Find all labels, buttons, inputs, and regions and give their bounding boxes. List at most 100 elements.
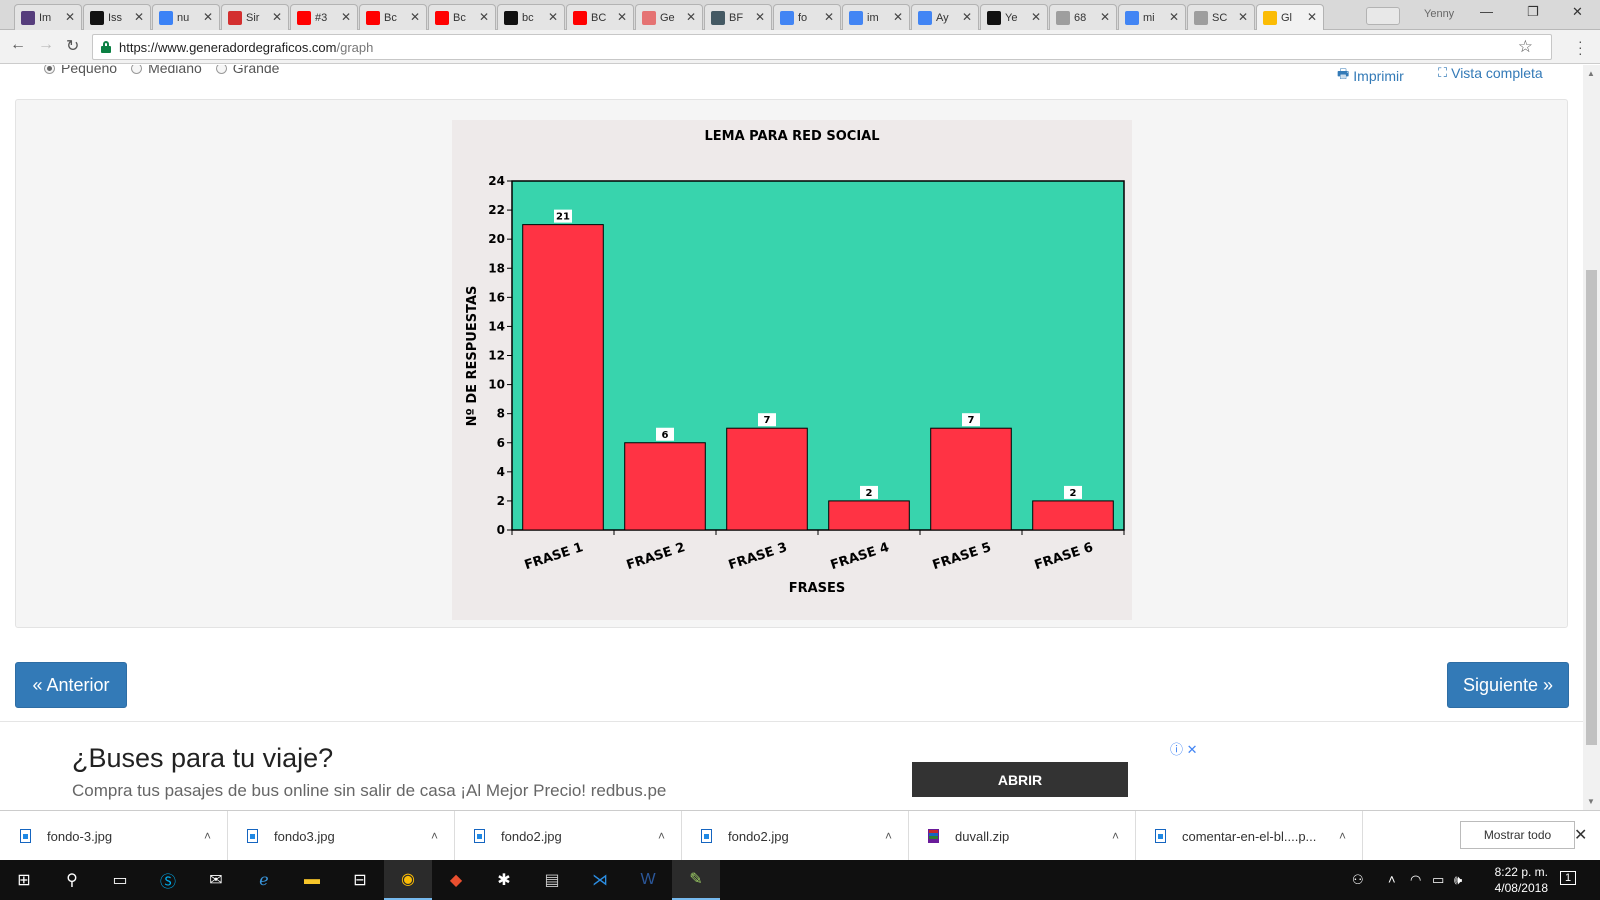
download-options-chevron-icon[interactable]: ˄ [1111,829,1119,843]
tab-close-icon[interactable]: ✕ [892,10,903,24]
download-item[interactable]: fondo-3.jpg ˄ [0,811,228,861]
page-scrollbar[interactable]: ▲ ▼ [1583,65,1600,810]
download-item[interactable]: comentar-en-el-bl....p... ˄ [1135,811,1363,861]
ad-title[interactable]: ¿Buses para tu viaje? [72,743,334,773]
url-text[interactable]: https://www.generadordegraficos.com/grap… [119,40,373,55]
tab-close-icon[interactable]: ✕ [961,10,972,24]
download-item[interactable]: duvall.zip ˄ [908,811,1136,861]
people-icon[interactable]: ⚇ [1352,872,1364,887]
browser-tab[interactable]: #3 ✕ [290,4,358,30]
scroll-up-icon[interactable]: ▲ [1587,69,1595,78]
radio-selected-icon[interactable] [44,65,55,74]
browser-tab[interactable]: Ye ✕ [980,4,1048,30]
next-button[interactable]: Siguiente » [1447,662,1569,708]
tab-close-icon[interactable]: ✕ [823,10,834,24]
volume-icon[interactable]: 🕪 [1454,872,1463,887]
ad-banner[interactable]: ¿Buses para tu viaje? Compra tus pasajes… [45,737,1200,810]
download-options-chevron-icon[interactable]: ˄ [1338,829,1346,843]
search-icon[interactable]: ⚲ [66,872,78,889]
show-all-downloads-button[interactable]: Mostrar todo [1460,821,1575,849]
download-item[interactable]: fondo2.jpg ˄ [454,811,682,861]
previous-button[interactable]: « Anterior [15,662,127,708]
size-option-small[interactable]: Pequeño [44,65,117,76]
paint-icon[interactable]: ✎ [672,860,720,900]
word-icon[interactable]: W [640,871,656,888]
task-view-icon[interactable]: ▭ [112,872,128,889]
browser-tab[interactable]: Gl ✕ [1256,4,1324,31]
tab-close-icon[interactable]: ✕ [1168,10,1179,24]
minimize-icon[interactable]: — [1480,4,1493,19]
browser-tab[interactable]: Iss ✕ [83,4,151,30]
browser-tab[interactable]: bc ✕ [497,4,565,30]
browser-tab[interactable]: mi ✕ [1118,4,1186,30]
tab-close-icon[interactable]: ✕ [409,10,420,24]
git-icon[interactable]: ◆ [449,872,463,889]
close-downloads-icon[interactable]: ✕ [1574,827,1588,844]
radio-icon[interactable] [131,65,143,74]
tab-close-icon[interactable]: ✕ [685,10,696,24]
ad-choices[interactable]: ⓘ ✕ [1170,739,1198,758]
forward-icon[interactable]: → [38,36,54,53]
tab-close-icon[interactable]: ✕ [754,10,765,24]
slack-icon[interactable]: ✱ [497,872,511,889]
browser-tab[interactable]: BF ✕ [704,4,772,30]
tray-chevron-icon[interactable]: ˄ [1388,872,1396,887]
ad-close-icon[interactable]: ✕ [1186,742,1198,757]
download-options-chevron-icon[interactable]: ˄ [203,829,211,843]
browser-tab[interactable]: Bc ✕ [428,4,496,30]
tab-close-icon[interactable]: ✕ [340,10,351,24]
ad-subtitle[interactable]: Compra tus pasajes de bus online sin sal… [72,781,667,800]
skype-icon[interactable]: Ⓢ [159,874,176,891]
store-icon[interactable]: ⊟ [353,872,367,889]
browser-tab[interactable]: Sir ✕ [221,4,289,30]
tab-close-icon[interactable]: ✕ [271,10,282,24]
tab-close-icon[interactable]: ✕ [1306,10,1317,24]
tab-close-icon[interactable]: ✕ [547,10,558,24]
size-option-large[interactable]: Grande [215,65,279,76]
new-tab-button[interactable] [1366,7,1400,25]
browser-tab[interactable]: Ay ✕ [911,4,979,30]
size-option-medium[interactable]: Mediano [131,65,202,76]
tab-close-icon[interactable]: ✕ [1237,10,1248,24]
chrome-icon[interactable]: ◉ [384,860,432,900]
close-window-icon[interactable]: ✕ [1572,4,1583,19]
tab-close-icon[interactable]: ✕ [1099,10,1110,24]
tab-close-icon[interactable]: ✕ [478,10,489,24]
download-options-chevron-icon[interactable]: ˄ [657,829,665,843]
reload-icon[interactable]: ↻ [66,38,80,55]
download-options-chevron-icon[interactable]: ˄ [430,829,438,843]
tab-close-icon[interactable]: ✕ [1030,10,1041,24]
windows-start-icon[interactable]: ⊞ [17,872,31,889]
address-bar[interactable]: https://www.generadordegraficos.com/grap… [92,34,1552,60]
scroll-down-icon[interactable]: ▼ [1587,797,1595,806]
download-item[interactable]: fondo3.jpg ˄ [227,811,455,861]
edge-icon[interactable]: ℯ [259,872,269,889]
ad-info-icon[interactable]: ⓘ [1170,742,1184,757]
terminal-icon[interactable]: ▤ [544,872,560,889]
restore-icon[interactable]: ❐ [1527,4,1539,19]
browser-tab[interactable]: Im ✕ [14,4,82,30]
battery-icon[interactable]: ▭ [1432,872,1445,887]
download-item[interactable]: fondo2.jpg ˄ [681,811,909,861]
profile-name[interactable]: Yenny [1424,8,1455,20]
tab-close-icon[interactable]: ✕ [133,10,144,24]
bookmark-star-icon[interactable]: ☆ [1517,37,1533,56]
system-clock[interactable]: 8:22 p. m. 4/08/2018 [1478,864,1548,896]
browser-menu-icon[interactable]: · · · [1578,33,1583,61]
ad-open-button[interactable]: ABRIR [912,762,1128,797]
browser-tab[interactable]: im ✕ [842,4,910,30]
tab-close-icon[interactable]: ✕ [64,10,75,24]
browser-tab[interactable]: Bc ✕ [359,4,427,30]
file-explorer-icon[interactable]: ▬ [304,871,320,888]
browser-tab[interactable]: fo ✕ [773,4,841,30]
notifications-icon[interactable]: 1 [1560,871,1577,885]
back-icon[interactable]: ← [10,36,26,53]
browser-tab[interactable]: Ge ✕ [635,4,703,30]
browser-tab[interactable]: 68 ✕ [1049,4,1117,30]
download-options-chevron-icon[interactable]: ˄ [884,829,892,843]
tab-close-icon[interactable]: ✕ [202,10,213,24]
fullview-link[interactable]: ⛶ Vista completa [1438,65,1543,81]
wifi-icon[interactable]: ◠ [1410,872,1422,887]
print-link[interactable]: 🖶 Imprimir [1337,65,1404,87]
radio-icon[interactable] [215,65,227,74]
